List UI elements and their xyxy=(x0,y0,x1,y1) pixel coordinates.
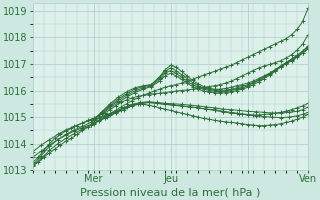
X-axis label: Pression niveau de la mer( hPa ): Pression niveau de la mer( hPa ) xyxy=(80,187,261,197)
